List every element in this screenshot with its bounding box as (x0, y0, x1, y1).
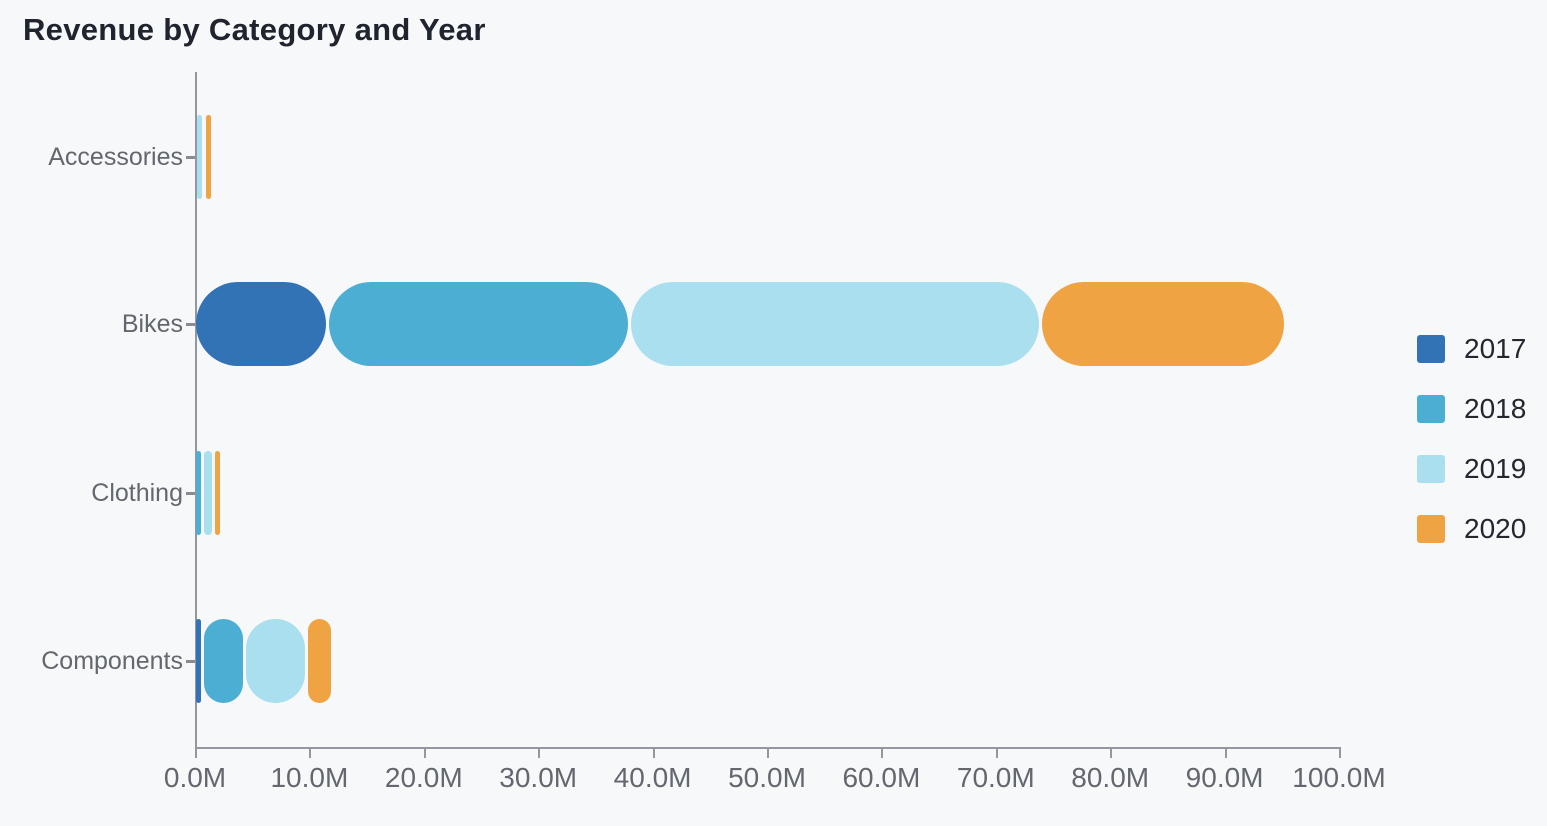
bar-segment-components-2020[interactable] (308, 619, 331, 703)
bar-segment-clothing-2019[interactable] (203, 451, 212, 535)
legend-item-2019[interactable]: 2019 (1417, 455, 1526, 483)
y-axis-tick (186, 660, 195, 663)
legend-swatch-2017 (1417, 335, 1445, 363)
x-tick-label: 60.0M (842, 762, 921, 793)
bar-segment-bikes-2020[interactable] (1041, 282, 1284, 366)
x-tick-label: 90.0M (1185, 762, 1264, 793)
x-axis-tick (995, 749, 998, 758)
x-tick-label: 0.0M (163, 762, 227, 793)
legend-label-2017: 2017 (1464, 333, 1527, 364)
x-axis-tick (1224, 749, 1227, 758)
x-axis-tick (767, 749, 769, 758)
legend-swatch-2019 (1417, 455, 1445, 483)
category-label-clothing: Clothing (91, 479, 183, 507)
bar-segment-bikes-2019[interactable] (631, 282, 1039, 366)
legend-item-2018[interactable]: 2018 (1417, 395, 1526, 423)
x-tick-label: 20.0M (384, 762, 463, 793)
x-axis-line (195, 747, 1341, 749)
bar-segment-accessories-2019[interactable] (197, 115, 203, 199)
bar-segment-accessories-2020[interactable] (205, 115, 211, 199)
bar-segment-components-2018[interactable] (204, 619, 243, 703)
chart-title: Revenue by Category and Year (23, 12, 486, 47)
x-axis-tick (195, 749, 197, 758)
x-tick-label: 50.0M (728, 762, 806, 793)
legend-label-2019: 2019 (1464, 453, 1527, 484)
y-axis-tick (186, 492, 195, 495)
x-axis-tick (1339, 749, 1341, 758)
legend-label-2018: 2018 (1464, 393, 1527, 424)
legend-swatch-2020 (1417, 515, 1445, 543)
legend-swatch-2018 (1417, 395, 1445, 423)
y-axis-line (195, 72, 197, 749)
y-axis-tick (186, 156, 195, 159)
category-label-accessories: Accessories (48, 143, 183, 171)
x-tick-label: 40.0M (613, 762, 692, 793)
bar-segment-bikes-2018[interactable] (329, 282, 629, 366)
y-axis-tick (186, 323, 195, 326)
x-axis-tick (309, 749, 312, 758)
legend-item-2020[interactable]: 2020 (1417, 515, 1526, 543)
category-label-components: Components (41, 647, 183, 675)
x-tick-label: 70.0M (956, 762, 1035, 793)
x-tick-label: 10.0M (270, 762, 349, 793)
bar-segment-clothing-2018[interactable] (196, 451, 201, 535)
bar-segment-clothing-2020[interactable] (215, 451, 221, 535)
x-axis-tick (881, 749, 884, 758)
x-axis-tick (423, 749, 426, 758)
legend-label-2020: 2020 (1464, 513, 1527, 544)
x-tick-label: 100.0M (1292, 762, 1386, 793)
legend: 2017 2018 2019 2020 (1417, 0, 1547, 826)
bar-segment-components-2017[interactable] (196, 619, 202, 703)
bar-segment-bikes-2017[interactable] (196, 282, 327, 366)
x-tick-label: 30.0M (499, 762, 578, 793)
x-tick-label: 80.0M (1071, 762, 1150, 793)
category-label-bikes: Bikes (121, 310, 183, 338)
x-axis-tick (1110, 749, 1113, 758)
bar-segment-components-2019[interactable] (245, 619, 306, 703)
legend-item-2017[interactable]: 2017 (1417, 335, 1526, 363)
x-axis-tick (538, 749, 541, 758)
x-axis-tick (652, 749, 655, 758)
